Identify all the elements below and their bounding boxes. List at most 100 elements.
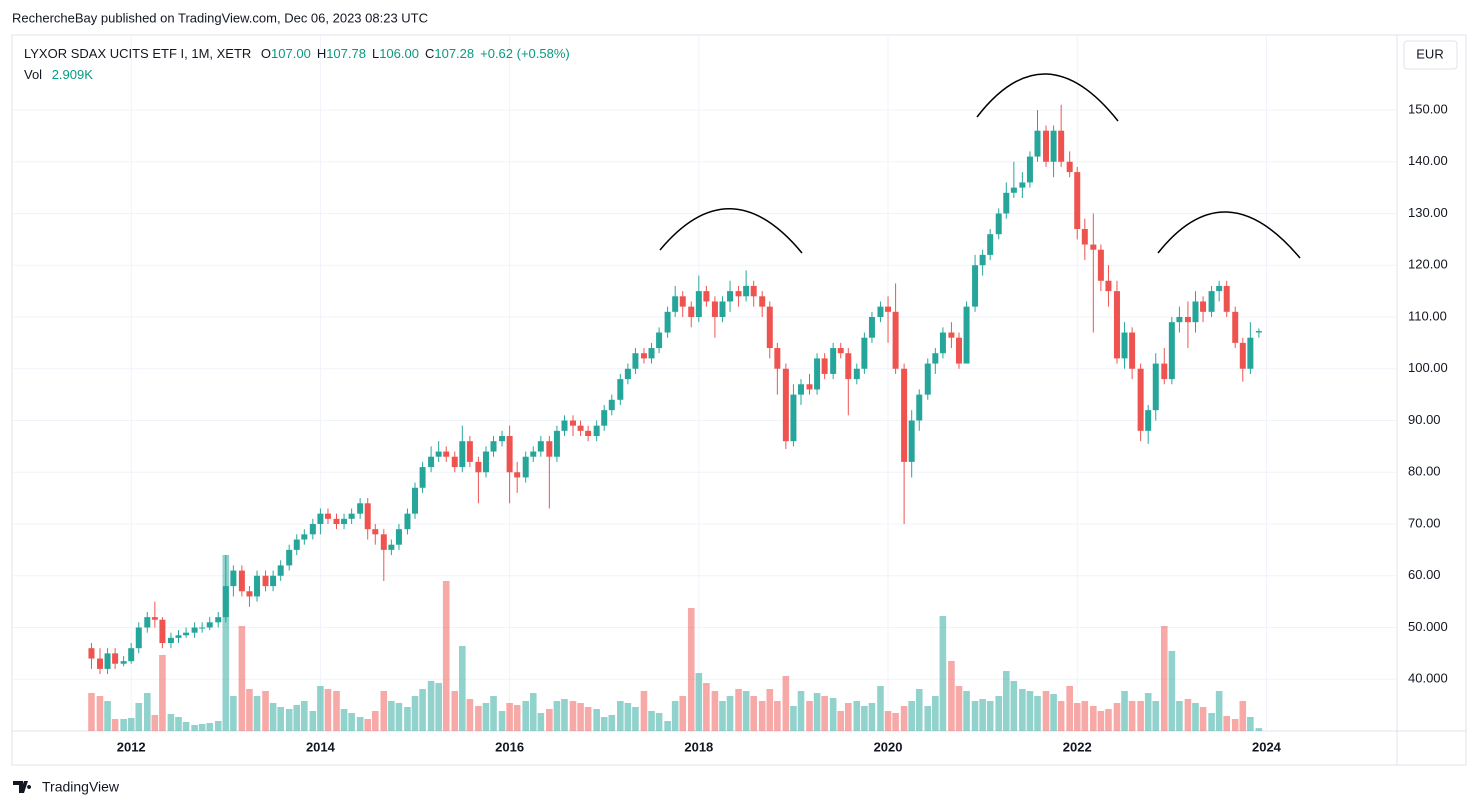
y-tick-label: 50.000 xyxy=(1408,619,1448,634)
x-tick-label: 2014 xyxy=(306,739,336,754)
volume-bar xyxy=(175,717,182,731)
candle-body xyxy=(254,575,261,597)
volume-bar xyxy=(1176,701,1183,731)
candle-body xyxy=(490,441,497,452)
candle-body xyxy=(901,368,908,462)
candle-body xyxy=(120,661,127,664)
legend-change: +0.62 (+0.58%) xyxy=(480,46,570,61)
volume-bar xyxy=(238,626,246,731)
volume-bar xyxy=(679,696,687,731)
candle-body xyxy=(987,234,994,255)
candle-body xyxy=(806,384,813,390)
candle-body xyxy=(514,472,521,478)
candle-body xyxy=(759,296,766,307)
volume-bar xyxy=(191,725,198,731)
volume-bar xyxy=(553,701,561,731)
volume-bar xyxy=(1208,713,1215,731)
volume-bar xyxy=(726,696,734,731)
volume-bar xyxy=(1152,701,1160,731)
volume-bar xyxy=(111,719,119,731)
candle-body xyxy=(711,301,718,317)
volume-bar xyxy=(584,707,592,731)
volume-bar xyxy=(648,711,655,731)
volume-bar xyxy=(1184,699,1192,731)
volume-bar xyxy=(569,701,577,731)
volume-bar xyxy=(1034,696,1041,731)
volume-bar xyxy=(884,711,892,731)
volume-bar xyxy=(104,701,111,731)
candle-body xyxy=(357,503,364,514)
volume-bar xyxy=(735,689,742,731)
volume-bar xyxy=(986,701,994,731)
volume-bar xyxy=(853,701,861,731)
volume-bar xyxy=(293,705,301,731)
candle-body xyxy=(1121,332,1128,359)
candle-body xyxy=(916,394,923,421)
candle-body xyxy=(624,368,631,380)
volume-bar xyxy=(498,711,506,731)
volume-bar xyxy=(837,711,845,731)
candle-body xyxy=(577,425,584,431)
candle-body xyxy=(522,456,529,478)
volume-bar xyxy=(1026,691,1034,731)
volume-bar xyxy=(711,691,719,731)
volume-bar xyxy=(513,705,521,731)
candle-body xyxy=(1216,285,1223,292)
volume-bar xyxy=(475,706,482,731)
candle-body xyxy=(333,518,340,524)
candle-body xyxy=(380,534,387,550)
volume-bar xyxy=(908,701,915,731)
candle-body xyxy=(175,635,182,638)
candle-body xyxy=(293,539,300,550)
candle-body xyxy=(1105,280,1112,292)
chart-frame xyxy=(11,34,1467,766)
candle-body xyxy=(1010,187,1017,193)
candle-body xyxy=(1152,363,1159,411)
y-tick-label: 60.00 xyxy=(1408,567,1441,582)
symbol: LYXOR SDAX UCITS ETF I, 1M, XETR xyxy=(24,46,252,61)
candle-body xyxy=(191,627,198,633)
volume-bar xyxy=(1128,701,1136,731)
candle-body xyxy=(262,575,269,587)
volume-bar xyxy=(435,683,442,731)
volume-bar xyxy=(877,686,884,731)
candle-body xyxy=(230,570,237,587)
y-tick-label: 120.00 xyxy=(1408,257,1448,272)
candle-body xyxy=(199,627,206,629)
volume-bar xyxy=(442,581,450,731)
volume-bar xyxy=(655,713,663,731)
y-tick-label: 100.00 xyxy=(1408,360,1448,375)
candle-body xyxy=(617,379,624,400)
candle-body xyxy=(892,311,899,369)
candle-body xyxy=(1090,244,1097,250)
candle-body xyxy=(1034,130,1041,157)
volume-bar xyxy=(388,701,395,731)
volume-bar xyxy=(640,691,648,731)
y-tick-label: 140.00 xyxy=(1408,153,1448,168)
candle-body xyxy=(451,456,458,468)
volume-bar xyxy=(821,696,828,731)
volume-bar xyxy=(348,713,355,731)
currency-button[interactable] xyxy=(1403,40,1458,70)
volume-bar xyxy=(1215,691,1223,731)
volume-bar xyxy=(1239,701,1247,731)
volume-bar xyxy=(703,683,710,731)
volume-bar xyxy=(1081,701,1089,731)
candle-body xyxy=(222,586,229,618)
y-tick-label: 70.00 xyxy=(1408,515,1441,530)
x-tick-label: 2020 xyxy=(874,739,903,754)
volume-bar xyxy=(522,701,529,731)
candle-body xyxy=(1026,156,1033,183)
volume-bar xyxy=(932,696,939,731)
volume-bar xyxy=(309,711,317,731)
candle-body xyxy=(939,332,946,354)
candle-body xyxy=(1113,291,1120,359)
candle-body xyxy=(1184,316,1191,323)
volume-bar xyxy=(782,676,790,731)
candle-body xyxy=(341,518,348,524)
arc-head xyxy=(976,73,1119,122)
volume-bar xyxy=(529,693,537,731)
volume-bar xyxy=(371,711,379,731)
candles xyxy=(88,104,1262,675)
volume-bar xyxy=(1121,691,1128,731)
